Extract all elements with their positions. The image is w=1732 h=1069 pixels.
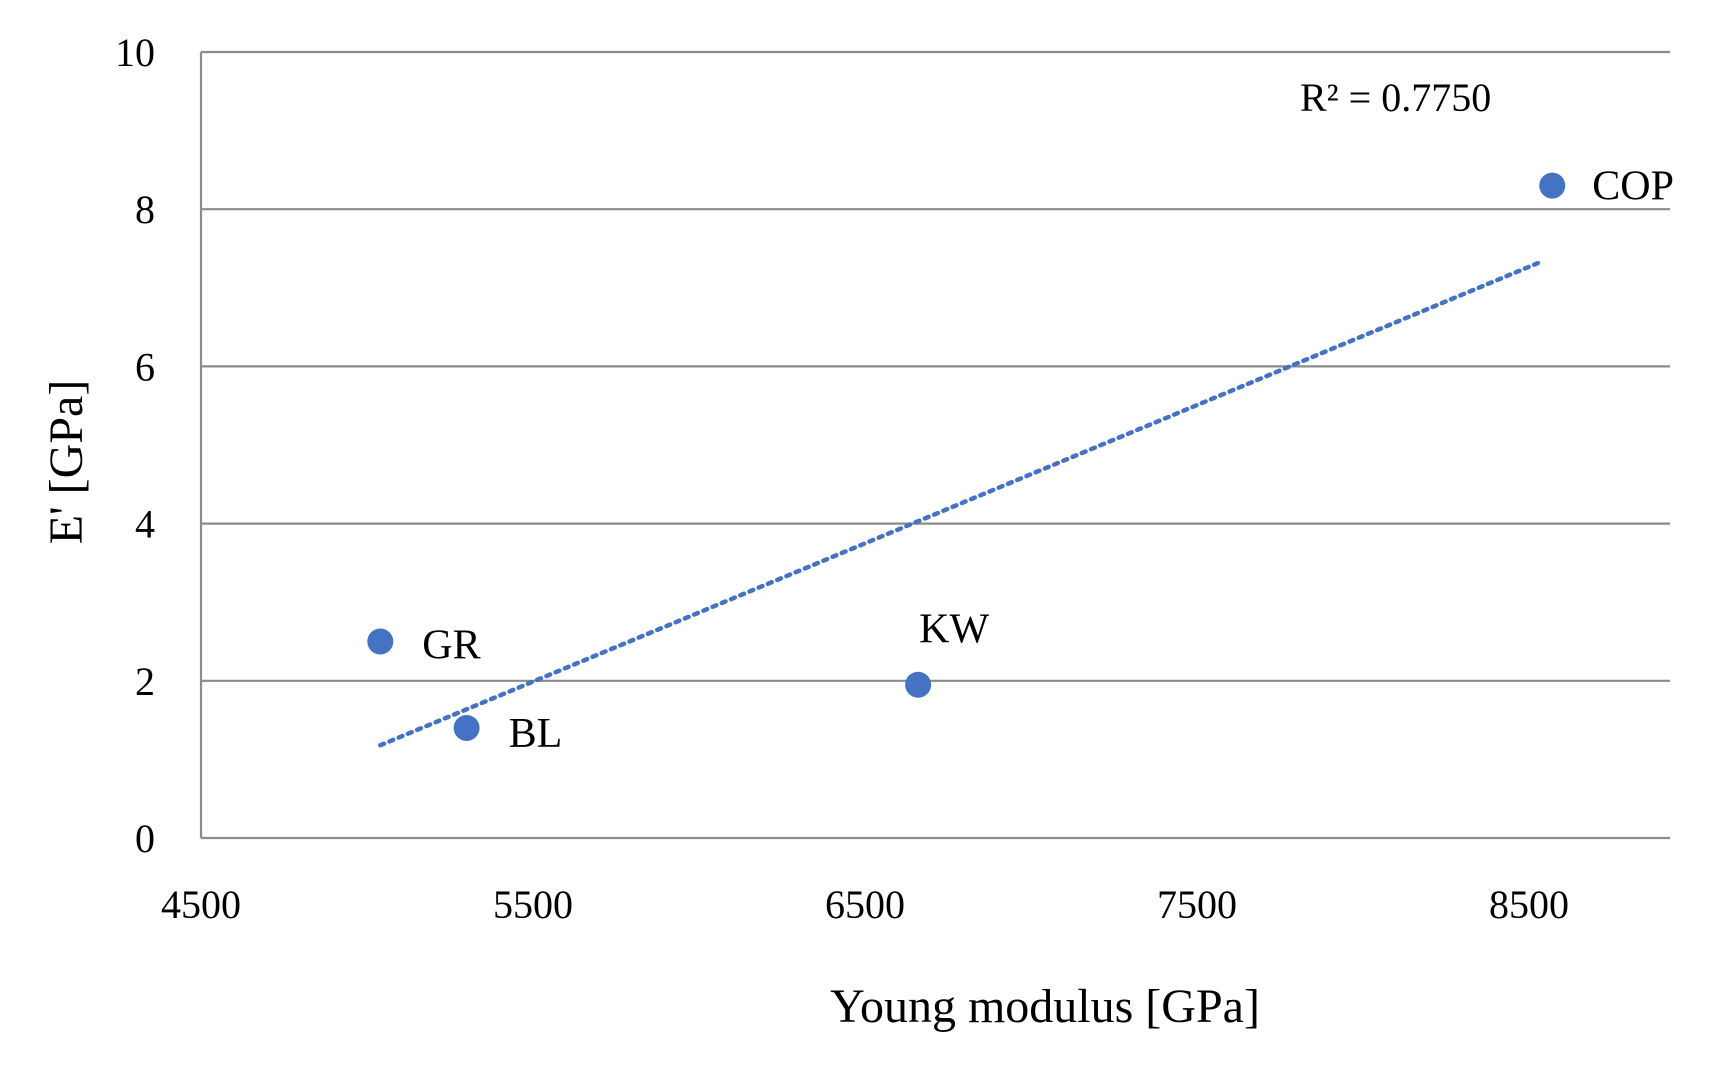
y-tick-label: 10 [115,30,155,75]
data-point-cop [1539,172,1566,199]
x-tick-label: 8500 [1489,882,1569,927]
point-label-kw: KW [919,607,989,653]
y-tick-label: 2 [135,659,155,704]
y-tick-label: 8 [135,187,155,232]
point-label-gr: GR [422,623,480,669]
grid-lines [201,50,1670,840]
x-tick-label: 4500 [161,882,241,927]
trendline-layer [378,260,1542,748]
x-tick-label: 6500 [825,882,905,927]
y-axis-title: E' [GPa] [40,380,93,545]
x-axis-title: Young modulus [GPa] [830,980,1260,1033]
y-tick-label: 6 [135,344,155,389]
data-point-bl [453,714,480,741]
x-tick-label: 5500 [493,882,573,927]
trendline [378,260,1542,748]
point-label-bl: BL [509,711,563,757]
point-label-cop: COP [1592,164,1674,210]
r-squared-annotation: R² = 0.7750 [1300,75,1491,120]
points-layer [367,172,1566,741]
y-tick-label: 0 [135,816,155,861]
data-point-gr [367,628,394,655]
data-point-kw [905,671,932,698]
labels-layer: 0 2 4 6 8 10 4500 5500 6500 7500 8500 GR BL KW COP [115,30,1674,927]
y-tick-label: 4 [135,502,155,547]
x-tick-label: 7500 [1157,882,1237,927]
